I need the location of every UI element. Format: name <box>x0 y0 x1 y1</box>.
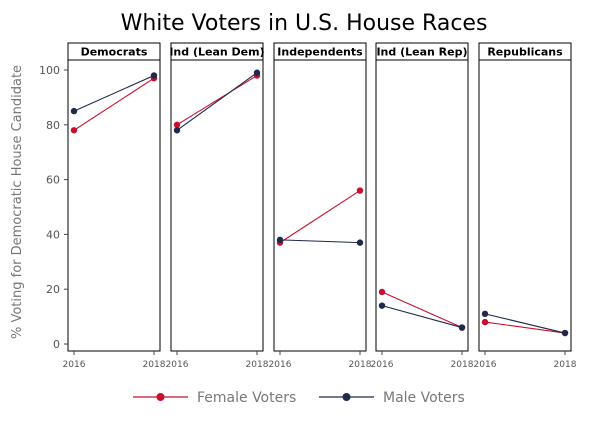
facet-plot-frame <box>67 59 161 352</box>
x-tick-label: 2016 <box>474 360 497 370</box>
data-point <box>378 302 386 309</box>
legend-swatch-dot <box>342 393 351 401</box>
legend-item: Male Voters <box>319 390 465 406</box>
facet-strip-label: Democrats <box>81 46 148 59</box>
data-point <box>561 329 569 337</box>
series-line <box>176 72 258 131</box>
y-tick-label: 20 <box>46 283 60 296</box>
y-tick-label: 0 <box>53 338 60 351</box>
facet-panel: Ind (Lean Rep) 2016 2018 <box>371 42 474 370</box>
facet-panel: Ind (Lean Dem) 2016 2018 <box>166 42 269 370</box>
x-tick-label: 2016 <box>371 360 394 370</box>
data-point <box>70 107 78 115</box>
series-line <box>176 75 258 126</box>
x-tick-label: 2018 <box>349 360 372 370</box>
x-tick-label: 2016 <box>269 360 292 370</box>
data-point <box>481 310 489 318</box>
y-tick-label: 100 <box>39 64 60 77</box>
series-line <box>484 313 566 334</box>
data-point <box>378 288 386 296</box>
data-point <box>356 187 364 194</box>
data-point <box>173 127 181 134</box>
series-line <box>381 305 463 329</box>
facet-plot-frame <box>478 59 572 352</box>
data-point <box>276 236 284 244</box>
series-line <box>484 321 566 334</box>
legend-item: Female Voters <box>133 390 296 406</box>
facet-plot-frame <box>375 59 469 352</box>
y-tick-label: 40 <box>46 228 60 241</box>
y-axis-label: % Voting for Democratic House Candidate <box>10 65 25 339</box>
facet-strip-label: Independents <box>277 46 363 59</box>
legend: Female Voters Male Voters <box>133 390 465 406</box>
y-tick-label: 80 <box>46 119 60 132</box>
facet-panel: Democrats 2016 2018 <box>63 42 166 370</box>
y-tick-label: 60 <box>46 174 60 187</box>
data-point <box>356 239 364 246</box>
series-line <box>73 77 155 131</box>
series-line <box>279 239 361 244</box>
data-point <box>150 72 158 79</box>
data-point <box>70 127 78 134</box>
legend-swatch-dot <box>156 393 165 401</box>
x-tick-label: 2018 <box>143 360 166 370</box>
data-point <box>481 318 489 326</box>
facet-strip-label: Republicans <box>487 46 563 59</box>
data-point <box>458 324 466 331</box>
x-tick-label: 2018 <box>246 360 269 370</box>
data-point <box>173 121 181 128</box>
facet-plot-frame <box>273 59 367 352</box>
series-line <box>279 190 361 244</box>
facet-strip-label: Ind (Lean Rep) <box>376 46 467 59</box>
facet-panel: Republicans 2016 2018 <box>474 42 577 370</box>
x-tick-label: 2016 <box>63 360 86 370</box>
facet-strip-label: Ind (Lean Dem) <box>169 46 264 59</box>
y-axis: 0 20 40 60 80 100 <box>39 64 68 351</box>
x-tick-label: 2018 <box>451 360 474 370</box>
x-tick-label: 2016 <box>166 360 189 370</box>
legend-label: Female Voters <box>197 390 296 406</box>
x-tick-label: 2018 <box>554 360 577 370</box>
series-line <box>73 74 155 112</box>
series-line <box>381 291 463 329</box>
legend-label: Male Voters <box>383 390 465 406</box>
chart-title: White Voters in U.S. House Races <box>121 11 488 36</box>
facet-panel: Independents 2016 2018 <box>269 42 372 370</box>
data-point <box>253 69 261 76</box>
facet-plot-frame <box>170 59 264 352</box>
